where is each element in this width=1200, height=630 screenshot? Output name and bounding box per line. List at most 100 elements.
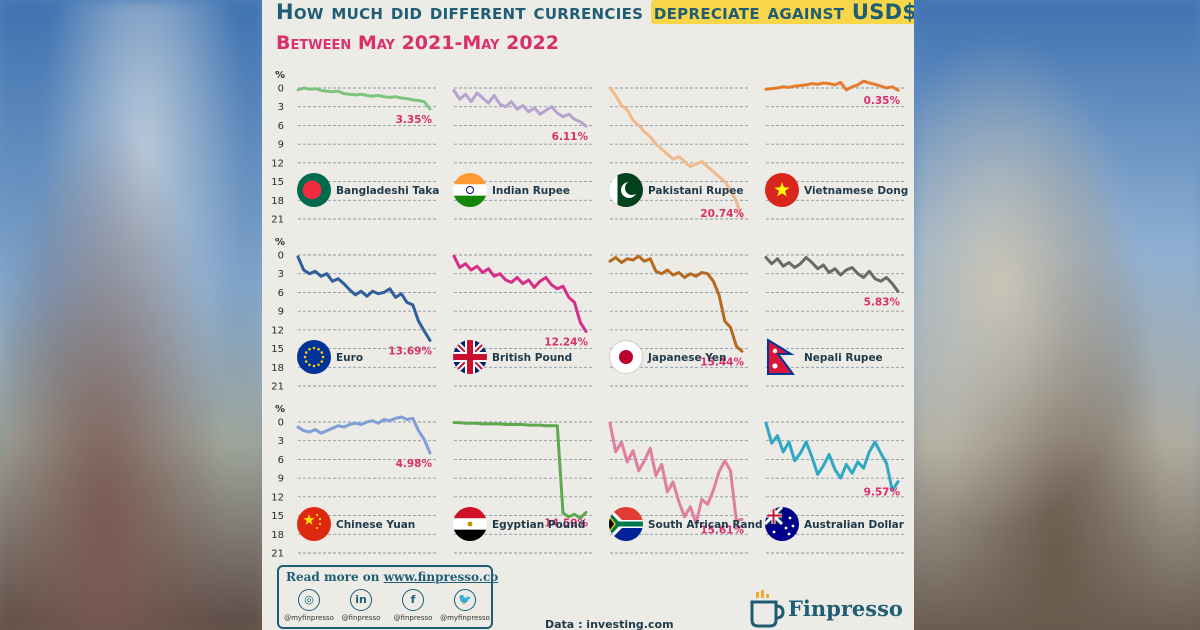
percent-label: 12.24% xyxy=(544,336,588,348)
series-line xyxy=(452,89,588,128)
percent-label: 14.50% xyxy=(544,517,588,529)
social-twitter[interactable]: 🐦 @myfinpresso xyxy=(440,589,490,622)
social-handle: @myfinpresso xyxy=(284,614,334,622)
currency-name: Nepali Rupee xyxy=(804,352,883,364)
y-tick-label: 3 xyxy=(278,436,284,447)
uk-flag-icon xyxy=(453,340,487,374)
data-source: Data : investing.com xyxy=(545,618,674,630)
y-tick-label: 6 xyxy=(278,288,284,299)
nepal-flag-icon xyxy=(767,338,795,375)
y-tick-label: 12 xyxy=(271,158,284,169)
twitter-icon: 🐦 xyxy=(454,589,476,611)
currency-chart-vietnamese-dong: 0.35% Vietnamese Dong xyxy=(764,79,908,220)
website-link[interactable]: www.finpresso.co xyxy=(383,570,499,584)
percent-label: 13.69% xyxy=(388,345,432,357)
series-line xyxy=(608,254,744,353)
social-handle: @finpresso xyxy=(341,614,381,622)
facebook-icon: f xyxy=(402,589,424,611)
percent-label: 6.11% xyxy=(552,131,589,143)
y-tick-label: 21 xyxy=(271,382,284,393)
y-tick-label: 18 xyxy=(271,196,284,207)
y-axis-unit-label: % xyxy=(275,404,285,415)
y-axis-row-1: % 0 3 6 9 12 15 18 21 xyxy=(271,70,285,226)
y-tick-label: 18 xyxy=(271,530,284,541)
currency-chart-indian-rupee: 6.11% Indian Rupee xyxy=(452,87,594,220)
currency-chart-australian-dollar: 9.57% Australian Dollar xyxy=(764,421,906,554)
y-tick-label: 0 xyxy=(278,418,284,429)
read-more-box: Read more on www.finpresso.co ◎ @myfinpr… xyxy=(277,565,498,629)
y-tick-label: 15 xyxy=(271,344,284,355)
eu-flag-icon xyxy=(297,340,331,374)
vietnam-flag-icon xyxy=(765,173,799,207)
series-line xyxy=(296,255,432,342)
y-tick-label: 9 xyxy=(278,307,284,318)
currency-name: Indian Rupee xyxy=(492,185,570,197)
social-facebook[interactable]: f @finpresso xyxy=(388,589,438,622)
instagram-icon: ◎ xyxy=(298,589,320,611)
currency-chart-nepali-rupee: 5.83% Nepali Rupee xyxy=(764,254,906,387)
y-tick-label: 21 xyxy=(271,549,284,560)
finpresso-brand: Finpresso xyxy=(750,590,910,630)
social-instagram[interactable]: ◎ @myfinpresso xyxy=(284,589,334,622)
series-line xyxy=(608,86,744,219)
south-africa-flag-icon xyxy=(609,507,643,541)
series-line xyxy=(764,79,900,92)
background-blur-left xyxy=(0,0,262,630)
y-tick-label: 12 xyxy=(271,325,284,336)
y-tick-label: 6 xyxy=(278,121,284,132)
currency-chart-pakistani-rupee: 20.74% Pakistani Rupee xyxy=(608,86,750,220)
series-line xyxy=(452,421,588,520)
currency-name: Australian Dollar xyxy=(804,519,905,531)
percent-label: 15.44% xyxy=(700,356,744,368)
percent-label: 0.35% xyxy=(864,95,901,107)
percent-label: 9.57% xyxy=(864,487,901,499)
series-line xyxy=(764,421,900,493)
infographic-subtitle: Between May 2021-May 2022 xyxy=(276,32,559,54)
currency-name: British Pound xyxy=(492,352,572,364)
read-more-text: Read more on www.finpresso.co xyxy=(286,570,499,584)
currency-name: Vietnamese Dong xyxy=(804,185,908,197)
linkedin-icon: in xyxy=(350,589,372,611)
y-tick-label: 9 xyxy=(278,474,284,485)
social-linkedin[interactable]: in @finpresso xyxy=(336,589,386,622)
currency-charts-grid: % 0 3 6 9 12 15 18 21% 0 3 6 9 12 15 18 21% 0 3 6 9 12 15 18 21 3… xyxy=(271,70,908,560)
percent-label: 3.35% xyxy=(396,114,433,126)
y-tick-label: 3 xyxy=(278,269,284,280)
y-axis-unit-label: % xyxy=(275,237,285,248)
currency-chart-british-pound: 12.24% British Pound xyxy=(452,254,594,387)
pakistan-flag-icon xyxy=(609,173,643,207)
japan-flag-icon xyxy=(609,340,643,374)
background-blur-right xyxy=(914,0,1200,630)
currency-chart-euro: 13.69% Euro xyxy=(296,254,438,387)
china-flag-icon xyxy=(297,507,331,541)
currency-name: Chinese Yuan xyxy=(336,519,415,531)
series-line xyxy=(608,421,744,525)
y-tick-label: 3 xyxy=(278,102,284,113)
currency-name: Egyptian Pound xyxy=(492,519,585,531)
bangladesh-flag-icon xyxy=(297,173,331,207)
currency-name: Euro xyxy=(336,352,363,364)
currency-name: Japanese Yen xyxy=(647,352,726,364)
india-flag-icon xyxy=(453,173,487,207)
currency-name: Pakistani Rupee xyxy=(648,185,743,197)
currency-name: Bangladeshi Taka xyxy=(336,185,439,197)
y-tick-label: 0 xyxy=(278,84,284,95)
y-axis-row-2: % 0 3 6 9 12 15 18 21 xyxy=(271,237,285,393)
percent-label: 15.61% xyxy=(700,524,744,536)
currency-chart-japanese-yen: 15.44%Japanese Yen xyxy=(608,254,750,387)
social-handle: @myfinpresso xyxy=(440,614,490,622)
australia-flag-icon xyxy=(765,507,799,541)
currency-chart-bangladeshi-taka: 3.35% Bangladeshi Taka xyxy=(296,86,439,220)
currency-chart-south-african-rand: 15.61%South African Rand xyxy=(608,421,762,554)
y-tick-label: 9 xyxy=(278,140,284,151)
y-tick-label: 15 xyxy=(271,177,284,188)
series-line xyxy=(764,256,900,293)
y-axis-unit-label: % xyxy=(275,70,285,81)
percent-label: 20.74% xyxy=(700,208,744,220)
y-tick-label: 18 xyxy=(271,363,284,374)
y-axis-row-3: % 0 3 6 9 12 15 18 21 xyxy=(271,404,285,560)
currency-chart-chinese-yuan: 4.98% Chinese Yuan xyxy=(296,415,438,554)
y-tick-label: 15 xyxy=(271,511,284,522)
infographic-poster: How much did different currencies deprec… xyxy=(262,0,914,630)
series-line xyxy=(296,86,432,111)
